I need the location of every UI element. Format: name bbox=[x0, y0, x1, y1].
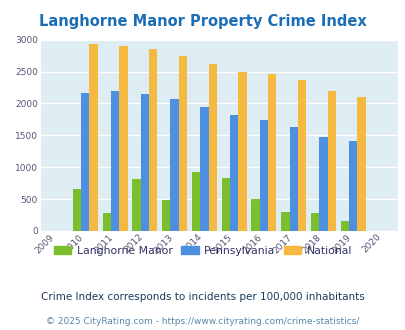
Bar bbox=[259, 120, 267, 231]
Bar bbox=[102, 214, 111, 231]
Bar bbox=[149, 49, 157, 231]
Bar bbox=[340, 221, 348, 231]
Bar bbox=[162, 200, 170, 231]
Bar bbox=[208, 64, 216, 231]
Bar bbox=[251, 199, 259, 231]
Bar bbox=[281, 212, 289, 231]
Bar bbox=[348, 141, 356, 231]
Bar bbox=[111, 91, 119, 231]
Text: Crime Index corresponds to incidents per 100,000 inhabitants: Crime Index corresponds to incidents per… bbox=[41, 292, 364, 302]
Bar bbox=[356, 97, 365, 231]
Bar bbox=[297, 81, 305, 231]
Bar bbox=[72, 189, 81, 231]
Bar bbox=[89, 44, 98, 231]
Bar bbox=[221, 178, 229, 231]
Bar bbox=[132, 179, 140, 231]
Bar bbox=[192, 172, 200, 231]
Bar bbox=[170, 99, 178, 231]
Text: © 2025 CityRating.com - https://www.cityrating.com/crime-statistics/: © 2025 CityRating.com - https://www.city… bbox=[46, 317, 359, 326]
Bar bbox=[318, 137, 327, 231]
Legend: Langhorne Manor, Pennsylvania, National: Langhorne Manor, Pennsylvania, National bbox=[49, 242, 356, 260]
Bar bbox=[81, 93, 89, 231]
Bar bbox=[310, 213, 318, 231]
Bar bbox=[267, 74, 276, 231]
Bar bbox=[140, 94, 149, 231]
Bar bbox=[238, 72, 246, 231]
Bar bbox=[178, 56, 187, 231]
Bar bbox=[229, 115, 238, 231]
Bar bbox=[119, 46, 127, 231]
Bar bbox=[289, 127, 297, 231]
Text: Langhorne Manor Property Crime Index: Langhorne Manor Property Crime Index bbox=[39, 14, 366, 29]
Bar bbox=[200, 107, 208, 231]
Bar bbox=[327, 91, 335, 231]
